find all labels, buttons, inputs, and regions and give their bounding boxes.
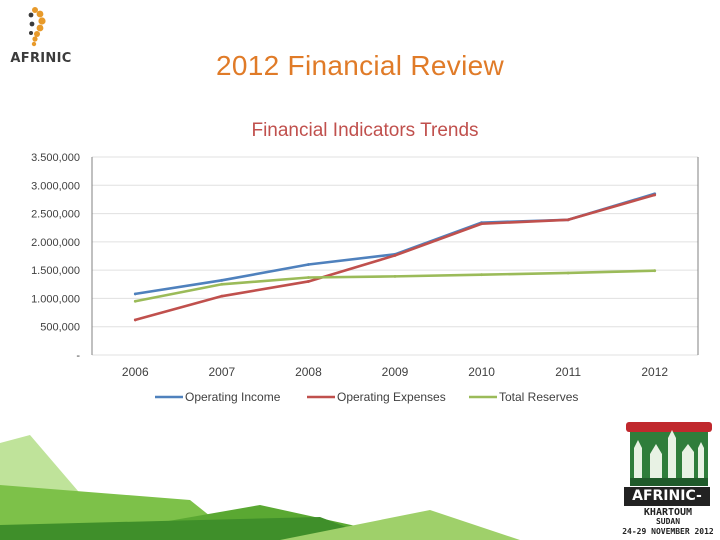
data-point-operating-income <box>133 292 137 296</box>
x-tick-label: 2009 <box>382 365 409 379</box>
afrinic-logo: AFRINIC <box>4 4 78 70</box>
decorative-green-shapes <box>0 435 520 540</box>
data-point-operating-expenses <box>133 318 137 322</box>
y-tick-label: 3.500,000 <box>31 152 80 164</box>
y-tick-label: 1.000,000 <box>31 293 80 305</box>
data-point-operating-expenses <box>393 254 397 257</box>
data-point-operating-expenses <box>307 280 310 283</box>
event-city: KHARTOUM <box>643 507 693 518</box>
y-tick-label: 1.500,000 <box>31 265 80 277</box>
data-point-total-reserves <box>307 276 310 279</box>
x-tick-label: 2010 <box>468 365 495 379</box>
data-point-total-reserves <box>480 273 483 277</box>
slide-title: 2012 Financial Review <box>215 50 504 81</box>
data-point-operating-expenses <box>220 294 224 298</box>
series-line-operating-income <box>133 192 657 296</box>
data-point-total-reserves <box>133 299 137 303</box>
y-tick-label: 3.000,000 <box>31 180 80 192</box>
event-badge: AFRINIC-17 KHARTOUM SUDAN 24-29 NOVEMBER… <box>616 418 720 540</box>
data-point-operating-expenses <box>480 222 483 226</box>
chart-title: Financial Indicators Trends <box>251 120 478 141</box>
afrinic-logo-mark-icon <box>28 7 46 47</box>
financial-line-chart: Financial Indicators Trends 3.500,000 3.0… <box>31 120 699 404</box>
legend-label-total-reserves: Total Reserves <box>499 390 578 404</box>
event-dates: 24-29 NOVEMBER 2012 <box>622 527 714 536</box>
logo-wordmark: AFRINIC <box>10 51 72 66</box>
x-tick-label: 2012 <box>641 365 668 379</box>
y-tick-label: 500,000 <box>40 322 80 334</box>
mosque-skyline-icon <box>626 422 712 486</box>
event-country: SUDAN <box>655 517 681 526</box>
event-name: AFRINIC-17 <box>624 487 710 523</box>
x-tick-label: 2006 <box>122 365 149 379</box>
data-point-operating-income <box>220 278 224 282</box>
data-point-total-reserves <box>566 271 570 275</box>
x-tick-label: 2008 <box>295 365 322 379</box>
y-tick-label: 2.000,000 <box>31 237 80 249</box>
x-tick-label: 2007 <box>209 365 236 379</box>
data-point-total-reserves <box>653 269 657 273</box>
data-point-operating-income <box>307 263 310 266</box>
x-tick-label: 2011 <box>555 365 581 379</box>
data-point-operating-expenses <box>566 218 570 222</box>
y-tick-label: - <box>76 350 80 362</box>
data-point-total-reserves <box>220 282 224 286</box>
legend-label-operating-expenses: Operating Expenses <box>337 390 446 404</box>
y-tick-label: 2.500,000 <box>31 209 80 221</box>
legend-label-operating-income: Operating Income <box>185 390 281 404</box>
data-point-total-reserves <box>393 274 397 278</box>
data-point-operating-expenses <box>653 193 657 197</box>
